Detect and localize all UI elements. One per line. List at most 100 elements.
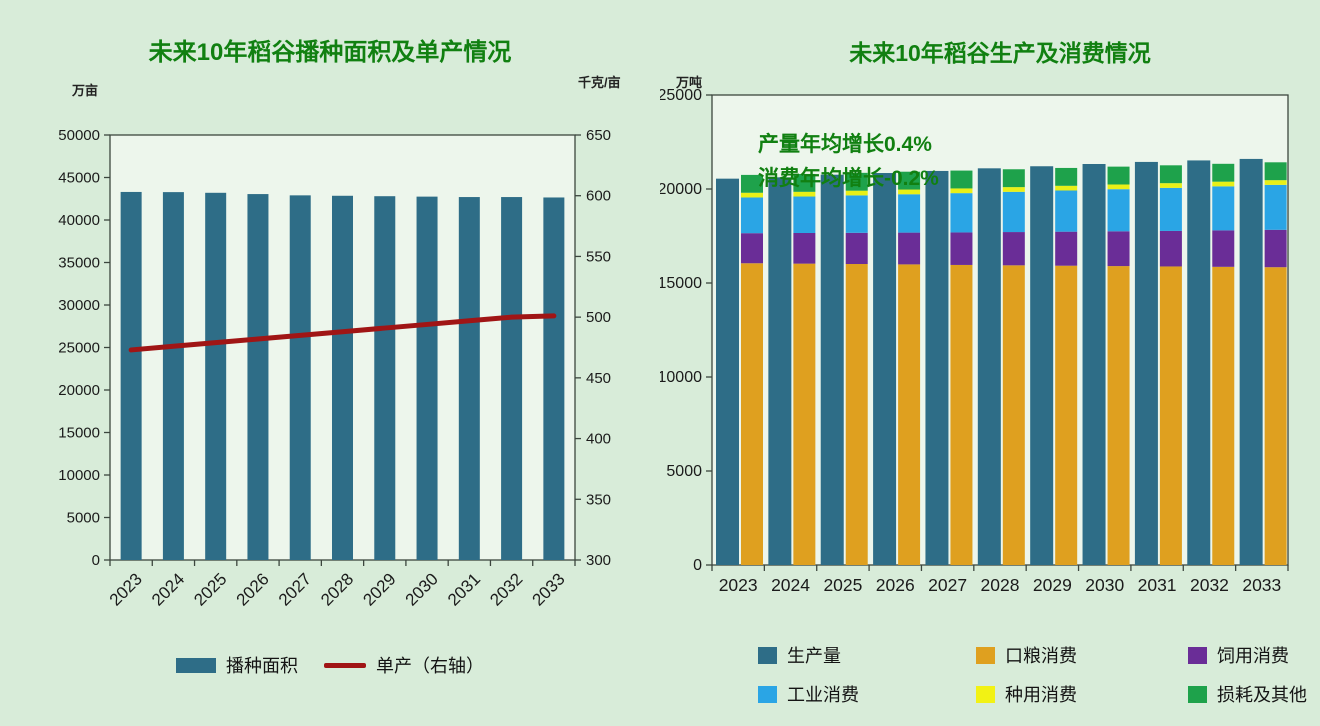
right-x-label-2033: 2033 <box>1242 575 1281 595</box>
consumption-seg-损耗及其他-2033 <box>1264 162 1287 181</box>
right-chart-y-tick-label: 25000 <box>660 87 702 104</box>
area-bar-2030 <box>416 196 438 560</box>
left-y-tick-label: 20000 <box>58 382 100 399</box>
consumption-seg-口粮消费-2029 <box>1055 265 1078 565</box>
right-x-label-2027: 2027 <box>928 575 967 595</box>
consumption-seg-损耗及其他-2031 <box>1159 165 1182 184</box>
right-x-label-2024: 2024 <box>771 575 810 595</box>
consumption-seg-饲用消费-2026 <box>898 232 921 265</box>
legend-item-0: 生产量 <box>758 642 976 668</box>
right-chart-title: 未来10年稻谷生产及消费情况 <box>849 40 1151 66</box>
consumption-seg-工业消费-2023 <box>741 197 763 234</box>
left-y-tick-label: 35000 <box>58 255 100 272</box>
left-x-label-2029: 2029 <box>359 569 399 609</box>
legend-item-2: 饲用消费 <box>1188 642 1307 668</box>
consumption-seg-种用消费-2028 <box>1002 187 1025 192</box>
legend-label: 损耗及其他 <box>1217 685 1307 705</box>
consumption-seg-工业消费-2032 <box>1212 186 1235 231</box>
legend-swatch-icon <box>758 685 777 703</box>
consumption-seg-口粮消费-2030 <box>1107 266 1130 565</box>
consumption-seg-损耗及其他-2025 <box>845 172 868 191</box>
consumption-seg-饲用消费-2027 <box>950 232 973 265</box>
left-x-label-2031: 2031 <box>444 569 484 609</box>
consumption-seg-工业消费-2030 <box>1107 189 1130 232</box>
right-y-tick-label: 550 <box>586 248 611 265</box>
left-x-label-2028: 2028 <box>317 569 357 609</box>
right-x-label-2023: 2023 <box>719 575 758 595</box>
legend-swatch-icon <box>1188 646 1207 664</box>
legend-item-1: 口粮消费 <box>976 642 1188 668</box>
consumption-seg-种用消费-2025 <box>845 190 868 196</box>
consumption-seg-饲用消费-2024 <box>793 232 816 264</box>
production-bar-2025 <box>820 174 844 565</box>
right-chart-y-tick-label: 20000 <box>660 181 702 198</box>
consumption-seg-工业消费-2027 <box>950 193 973 233</box>
right-x-label-2028: 2028 <box>981 575 1020 595</box>
consumption-seg-口粮消费-2026 <box>898 264 921 565</box>
right-chart-legend: 生产量 口粮消费 饲用消费 工业消费 种用消费 损耗及其他 <box>758 642 1307 707</box>
right-x-label-2032: 2032 <box>1190 575 1229 595</box>
area-bar-2026 <box>247 194 269 560</box>
production-bar-2023 <box>716 178 739 565</box>
consumption-seg-种用消费-2029 <box>1055 185 1078 191</box>
consumption-seg-种用消费-2030 <box>1107 184 1130 190</box>
legend-item-4: 种用消费 <box>976 681 1188 707</box>
right-chart-y-tick-label: 5000 <box>666 463 702 480</box>
left-x-label-2032: 2032 <box>486 569 526 609</box>
consumption-seg-工业消费-2033 <box>1264 184 1287 230</box>
legend-label: 单产（右轴） <box>376 656 484 676</box>
legend-swatch-icon <box>324 662 366 668</box>
left-x-label-2027: 2027 <box>275 569 315 609</box>
consumption-seg-口粮消费-2024 <box>793 263 816 565</box>
area-bar-2031 <box>458 197 480 561</box>
right-y-tick-label: 400 <box>586 431 611 448</box>
left-chart-legend: 播种面积 单产（右轴） <box>0 652 660 678</box>
consumption-seg-饲用消费-2028 <box>1002 232 1025 266</box>
consumption-seg-损耗及其他-2032 <box>1212 163 1235 182</box>
production-consumption-chart: 0 5000 10000 15000 20000 25000 2023 2024 2025 202… <box>660 87 1289 595</box>
left-y-tick-label: 10000 <box>58 467 100 484</box>
consumption-seg-饲用消费-2032 <box>1212 230 1235 267</box>
left-x-label-2033: 2033 <box>529 569 569 609</box>
area-bar-2029 <box>374 196 396 560</box>
legend-label: 口粮消费 <box>1005 646 1077 666</box>
left-chart-title: 未来10年稻谷播种面积及单产情况 <box>148 39 512 66</box>
consumption-seg-口粮消费-2025 <box>845 264 868 565</box>
right-x-label-2030: 2030 <box>1085 575 1124 595</box>
consumption-seg-饲用消费-2023 <box>741 233 763 264</box>
left-y-tick-label: 45000 <box>58 170 100 187</box>
left-y-tick-label: 0 <box>92 552 100 569</box>
production-bar-2032 <box>1187 160 1211 565</box>
left-y-tick-label: 5000 <box>67 510 100 527</box>
production-bar-2026 <box>873 173 897 565</box>
consumption-seg-工业消费-2025 <box>845 195 868 233</box>
left-x-label-2026: 2026 <box>233 569 273 609</box>
right-y-tick-label: 300 <box>586 552 611 569</box>
consumption-seg-种用消费-2024 <box>793 191 816 197</box>
area-bar-2033 <box>543 197 565 560</box>
consumption-seg-种用消费-2032 <box>1212 181 1235 187</box>
area-bar-2025 <box>205 192 227 561</box>
left-y-tick-label: 50000 <box>58 127 100 144</box>
production-growth-note: 产量年均增长0.4% <box>758 133 932 156</box>
production-bar-2030 <box>1082 163 1106 565</box>
left-y-tick-label: 15000 <box>58 425 100 442</box>
production-bar-2031 <box>1134 161 1158 566</box>
legend-swatch-icon <box>976 685 995 703</box>
legend-item-1: 单产（右轴） <box>324 652 484 678</box>
right-x-label-2031: 2031 <box>1138 575 1177 595</box>
right-chart-y-tick-label: 15000 <box>660 275 702 292</box>
consumption-seg-损耗及其他-2030 <box>1107 166 1130 185</box>
right-y-tick-label: 600 <box>586 188 611 205</box>
area-yield-chart-panel: 未来10年稻谷播种面积及单产情况 万亩 千克/亩 0 5000 10000 15000… <box>0 39 660 678</box>
right-chart-y-tick-label: 10000 <box>660 369 702 386</box>
production-bar-2033 <box>1239 158 1263 566</box>
consumption-seg-饲用消费-2030 <box>1107 231 1130 267</box>
consumption-seg-口粮消费-2033 <box>1264 267 1287 565</box>
area-bar-2032 <box>501 197 523 561</box>
left-y-tick-label: 40000 <box>58 212 100 229</box>
right-y-tick-label: 650 <box>586 127 611 144</box>
consumption-seg-饲用消费-2033 <box>1264 229 1287 268</box>
consumption-seg-口粮消费-2027 <box>950 264 973 565</box>
